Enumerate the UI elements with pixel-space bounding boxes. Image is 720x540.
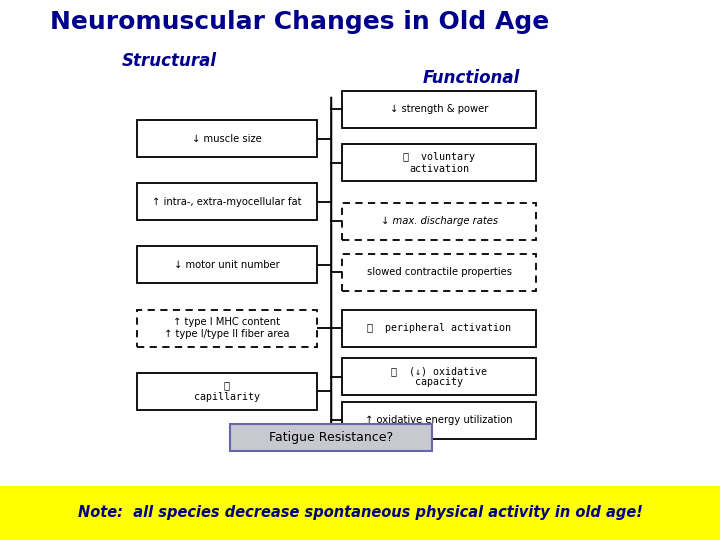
- FancyBboxPatch shape: [137, 309, 317, 347]
- Text: ↓ strength & power: ↓ strength & power: [390, 104, 488, 114]
- Text: ↓ motor unit number: ↓ motor unit number: [174, 260, 279, 270]
- FancyBboxPatch shape: [342, 358, 536, 395]
- Text: Neuromuscular Changes in Old Age: Neuromuscular Changes in Old Age: [50, 10, 549, 34]
- FancyBboxPatch shape: [137, 246, 317, 284]
- Text: ↑ type I MHC content
↑ type I/type II fiber area: ↑ type I MHC content ↑ type I/type II fi…: [164, 317, 289, 339]
- Text: Fatigue Resistance?: Fatigue Resistance?: [269, 431, 393, 444]
- FancyBboxPatch shape: [137, 120, 317, 157]
- Text: ↑ oxidative energy utilization: ↑ oxidative energy utilization: [365, 415, 513, 426]
- FancyBboxPatch shape: [342, 202, 536, 240]
- FancyBboxPatch shape: [342, 144, 536, 181]
- FancyBboxPatch shape: [137, 183, 317, 220]
- Text: ↓ muscle size: ↓ muscle size: [192, 133, 261, 144]
- FancyBboxPatch shape: [342, 91, 536, 128]
- Text: ⎓  voluntary
activation: ⎓ voluntary activation: [403, 152, 475, 174]
- Text: ↓ max. discharge rates: ↓ max. discharge rates: [381, 216, 498, 226]
- Text: ⎓  peripheral activation: ⎓ peripheral activation: [367, 323, 511, 333]
- Text: Note:  all species decrease spontaneous physical activity in old age!: Note: all species decrease spontaneous p…: [78, 505, 642, 521]
- FancyBboxPatch shape: [137, 373, 317, 410]
- Text: ↑ intra-, extra-myocellular fat: ↑ intra-, extra-myocellular fat: [152, 197, 302, 207]
- FancyBboxPatch shape: [342, 309, 536, 347]
- Text: slowed contractile properties: slowed contractile properties: [366, 267, 512, 277]
- Text: Functional: Functional: [423, 69, 521, 87]
- Text: ⎓
capillarity: ⎓ capillarity: [194, 380, 260, 402]
- FancyBboxPatch shape: [342, 402, 536, 439]
- FancyBboxPatch shape: [342, 254, 536, 291]
- Text: Structural: Structural: [122, 52, 217, 70]
- FancyBboxPatch shape: [230, 424, 432, 451]
- Text: ⎓  (↓) oxidative
capacity: ⎓ (↓) oxidative capacity: [391, 366, 487, 388]
